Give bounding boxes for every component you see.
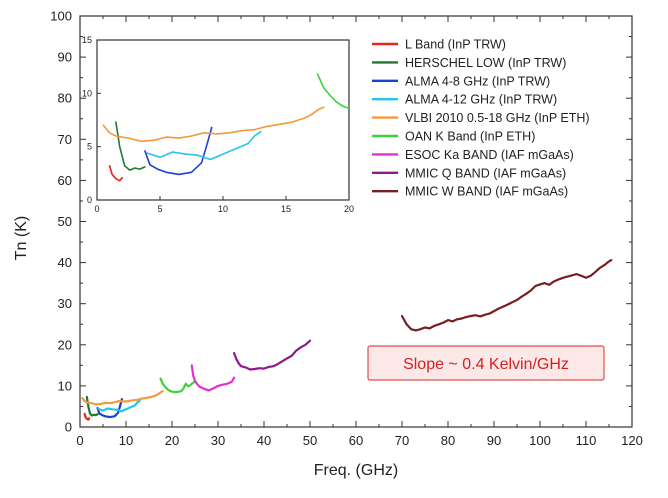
legend-label-4: VLBI 2010 0.5-18 GHz (InP ETH) bbox=[405, 111, 590, 125]
x-tick-label: 0 bbox=[76, 433, 83, 448]
legend: L Band (InP TRW) HERSCHEL LOW (InP TRW) AL… bbox=[372, 38, 590, 199]
legend-label-7: MMIC Q BAND (IAF mGaAs) bbox=[405, 166, 566, 180]
inset-x-tick-label: 0 bbox=[94, 204, 99, 214]
legend-label-3: ALMA 4-12 GHz (InP TRW) bbox=[405, 93, 557, 107]
main-series bbox=[81, 259, 613, 421]
inset-series-line-5 bbox=[316, 73, 349, 110]
y-tick-label: 60 bbox=[58, 173, 72, 188]
series-line-3 bbox=[97, 399, 141, 413]
series-line-7 bbox=[233, 339, 312, 371]
y-tick-label: 40 bbox=[58, 255, 72, 270]
inset-plot-frame bbox=[96, 39, 350, 201]
x-tick-label: 70 bbox=[395, 433, 409, 448]
series-line-1 bbox=[85, 395, 99, 417]
legend-label-6: ESOC Ka BAND (IAF mGaAs) bbox=[405, 148, 574, 162]
y-axis-label: Tn (K) bbox=[13, 216, 30, 260]
series-line-4 bbox=[81, 390, 164, 406]
inset-y-tick-label: 10 bbox=[82, 88, 92, 98]
x-tick-label: 80 bbox=[441, 433, 455, 448]
series-line-6 bbox=[190, 364, 236, 392]
main-ticks: 0 10 20 30 40 50 60 70 80 90 100 110 120010203040506… bbox=[50, 9, 643, 449]
x-tick-label: 60 bbox=[349, 433, 363, 448]
inset-series-line-3 bbox=[146, 130, 262, 161]
inset-series-line-4 bbox=[102, 106, 325, 143]
legend-label-5: OAN K Band (InP ETH) bbox=[405, 130, 535, 144]
y-tick-label: 50 bbox=[58, 214, 72, 229]
y-tick-label: 70 bbox=[58, 132, 72, 147]
x-tick-label: 40 bbox=[257, 433, 271, 448]
inset-plot-border bbox=[96, 39, 350, 201]
inset-x-tick-label: 15 bbox=[281, 204, 291, 214]
x-axis-label: Freq. (GHz) bbox=[314, 462, 398, 479]
slope-annotation: Slope ~ 0.4 Kelvin/GHz bbox=[367, 345, 605, 381]
inset-series bbox=[102, 73, 349, 182]
inset-ticks: 0 5 10 15 20 0 5 10 15 bbox=[82, 35, 354, 214]
slope-annotation-text: Slope ~ 0.4 Kelvin/GHz bbox=[403, 356, 569, 373]
inset-y-tick-label: 0 bbox=[87, 195, 92, 205]
legend-label-0: L Band (InP TRW) bbox=[405, 38, 506, 52]
legend-label-1: HERSCHEL LOW (InP TRW) bbox=[405, 56, 566, 70]
x-tick-label: 90 bbox=[487, 433, 501, 448]
x-tick-label: 120 bbox=[621, 433, 643, 448]
x-tick-label: 10 bbox=[119, 433, 133, 448]
x-tick-label: 30 bbox=[211, 433, 225, 448]
y-tick-label: 100 bbox=[50, 9, 72, 24]
series-line-0 bbox=[83, 412, 91, 421]
series-line-8 bbox=[400, 259, 613, 332]
legend-label-8: MMIC W BAND (IAF mGaAs) bbox=[405, 185, 568, 199]
inset-series-group bbox=[102, 73, 349, 182]
series-line-5 bbox=[159, 377, 197, 394]
inset-plot: 0 5 10 15 20 0 5 10 15 bbox=[82, 35, 354, 214]
slope-annotation-box bbox=[367, 345, 605, 381]
series-line-2 bbox=[96, 398, 123, 419]
y-tick-label: 10 bbox=[58, 378, 72, 393]
y-tick-label: 80 bbox=[58, 91, 72, 106]
inset-y-tick-label: 5 bbox=[87, 142, 92, 152]
y-tick-label: 20 bbox=[58, 337, 72, 352]
y-tick-label: 30 bbox=[58, 296, 72, 311]
y-tick-label: 90 bbox=[58, 50, 72, 65]
inset-y-tick-label: 15 bbox=[82, 35, 92, 45]
inset-x-tick-label: 5 bbox=[157, 204, 162, 214]
inset-x-tick-label: 20 bbox=[344, 204, 354, 214]
x-tick-label: 100 bbox=[529, 433, 551, 448]
x-tick-label: 20 bbox=[165, 433, 179, 448]
inset-series-line-1 bbox=[115, 121, 146, 171]
inset-series-line-0 bbox=[108, 165, 123, 182]
x-tick-label: 50 bbox=[303, 433, 317, 448]
inset-series-line-2 bbox=[144, 126, 213, 176]
legend-label-2: ALMA 4-8 GHz (InP TRW) bbox=[405, 74, 550, 88]
y-tick-label: 0 bbox=[65, 420, 72, 435]
x-tick-label: 110 bbox=[576, 433, 597, 448]
inset-x-tick-label: 10 bbox=[218, 204, 228, 214]
